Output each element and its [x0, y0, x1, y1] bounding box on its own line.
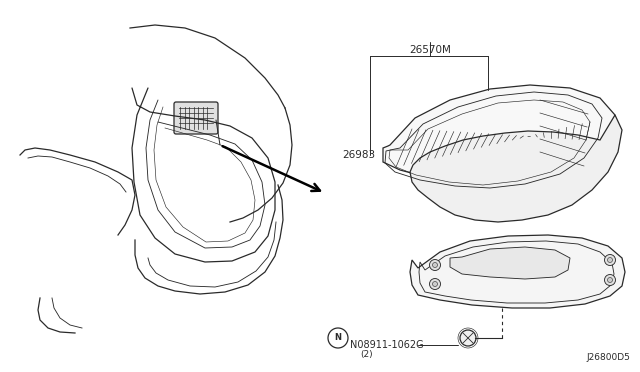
FancyBboxPatch shape: [174, 102, 218, 134]
Polygon shape: [410, 235, 625, 308]
Text: N08911-1062G: N08911-1062G: [350, 340, 424, 350]
Circle shape: [429, 260, 440, 270]
Circle shape: [433, 263, 438, 267]
Circle shape: [607, 257, 612, 263]
Polygon shape: [383, 85, 615, 186]
Circle shape: [328, 328, 348, 348]
Text: J26800D5: J26800D5: [586, 353, 630, 362]
Circle shape: [460, 330, 476, 346]
Text: N: N: [335, 334, 342, 343]
Polygon shape: [450, 247, 570, 279]
Circle shape: [433, 282, 438, 286]
Polygon shape: [410, 115, 622, 222]
Text: 26983: 26983: [342, 150, 375, 160]
Text: 26570M: 26570M: [409, 45, 451, 55]
Circle shape: [605, 275, 616, 285]
Circle shape: [607, 278, 612, 282]
Circle shape: [429, 279, 440, 289]
Circle shape: [605, 254, 616, 266]
Text: (2): (2): [360, 350, 372, 359]
